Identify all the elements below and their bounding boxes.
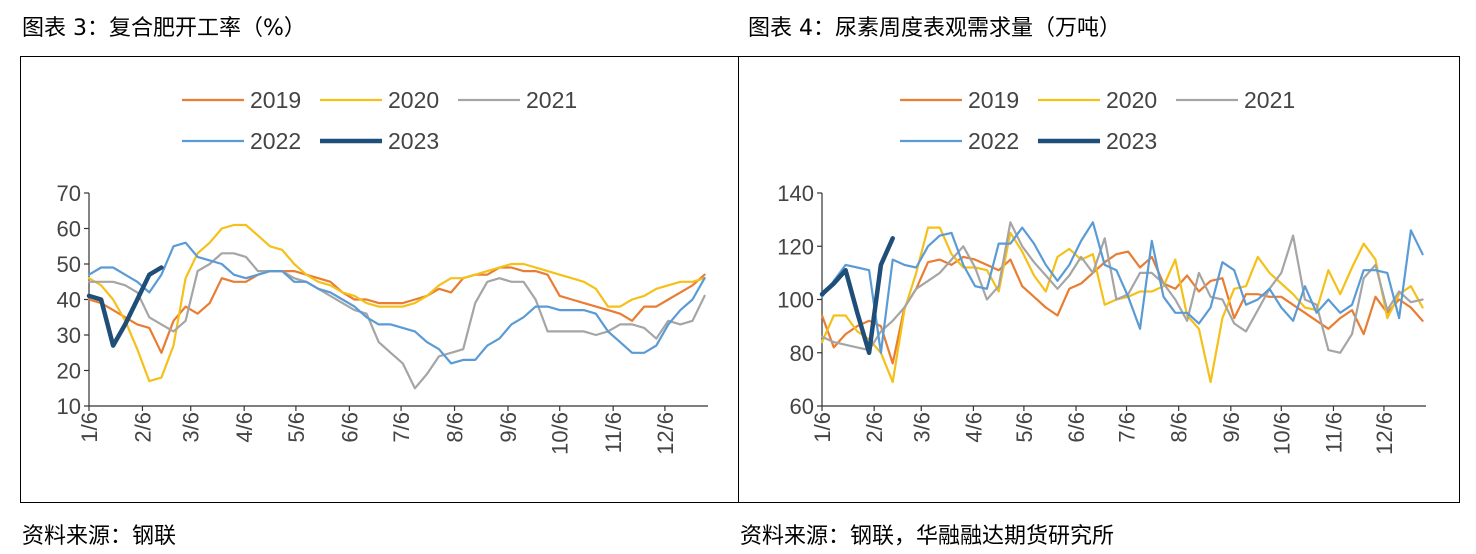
x-tick-label: 7/6 <box>1115 412 1140 443</box>
y-tick-label: 70 <box>57 181 81 206</box>
chart-3-title: 图表 3：复合肥开工率（%） <box>22 16 306 41</box>
x-tick-label: 10/6 <box>1269 412 1294 455</box>
x-tick-label: 2/6 <box>130 412 155 443</box>
series-line-2023 <box>819 236 895 356</box>
series-line-2019 <box>87 266 706 354</box>
x-tick-label: 8/6 <box>443 412 468 443</box>
series-line-2021 <box>820 221 1424 354</box>
y-tick-label: 60 <box>57 217 81 242</box>
series-line-2019 <box>820 250 1424 365</box>
legend-label-2020: 2020 <box>1106 87 1157 113</box>
x-tick-label: 7/6 <box>389 412 414 443</box>
x-tick-label: 8/6 <box>1167 412 1192 443</box>
x-tick-label: 12/6 <box>653 412 678 455</box>
x-tick-label: 2/6 <box>862 412 887 443</box>
series-line-2021 <box>87 252 706 390</box>
y-tick-label: 100 <box>777 288 814 313</box>
chart-4-title: 图表 4：尿素周度表观需求量（万吨） <box>748 16 1121 41</box>
legend-label-2021: 2021 <box>1244 87 1295 113</box>
x-tick-label: 4/6 <box>961 412 986 443</box>
legend-label-2019: 2019 <box>250 87 301 113</box>
y-tick-label: 80 <box>790 341 814 366</box>
x-tick-label: 5/6 <box>284 412 309 443</box>
chart-4-source: 资料来源：钢联，华融融达期货研究所 <box>740 524 1115 549</box>
y-tick-label: 120 <box>777 234 814 259</box>
series-line-2020 <box>87 223 706 383</box>
x-tick-label: 1/6 <box>77 412 102 443</box>
chart-4-urea-weekly-apparent-demand: 2019 2020 2021 2022 2023 60 80 100 120 140 1/6 2/6 3… <box>777 87 1426 455</box>
x-tick-label: 6/6 <box>1064 412 1089 443</box>
y-tick-label: 40 <box>57 288 81 313</box>
series-line-2020 <box>820 226 1424 384</box>
y-tick-label: 50 <box>57 252 81 277</box>
legend-label-2023: 2023 <box>388 128 439 154</box>
x-tick-label: 11/6 <box>601 412 626 453</box>
x-tick-label: 9/6 <box>1219 412 1244 443</box>
x-tick-label: 11/6 <box>1321 412 1346 453</box>
chart-3-source: 资料来源：钢联 <box>22 524 177 549</box>
legend-label-2019: 2019 <box>968 87 1019 113</box>
x-tick-label: 10/6 <box>548 412 573 455</box>
legend-label-2022: 2022 <box>250 128 301 154</box>
chart-3-compound-fertilizer-operating-rate: 2019 2020 2021 2022 2023 10 20 30 40 50 60 70 1/6 2/6… <box>57 87 708 455</box>
x-tick-label: 9/6 <box>496 412 521 443</box>
x-tick-label: 12/6 <box>1372 412 1397 455</box>
x-tick-label: 3/6 <box>179 412 204 443</box>
charts-divider <box>738 56 739 503</box>
charts-frame <box>20 56 1460 503</box>
x-tick-label: 1/6 <box>810 412 835 443</box>
legend-label-2020: 2020 <box>388 87 439 113</box>
legend-label-2022: 2022 <box>968 128 1019 154</box>
legend-label-2021: 2021 <box>526 87 577 113</box>
series-line-2023 <box>86 265 164 348</box>
y-tick-label: 60 <box>790 394 814 419</box>
y-tick-label: 140 <box>777 181 814 206</box>
y-tick-label: 20 <box>57 359 81 384</box>
x-tick-label: 4/6 <box>232 412 257 443</box>
series-line-2022 <box>87 241 706 365</box>
y-tick-label: 30 <box>57 323 81 348</box>
x-tick-label: 3/6 <box>909 412 934 443</box>
x-tick-label: 6/6 <box>337 412 362 443</box>
y-tick-label: 10 <box>57 394 81 419</box>
legend-label-2023: 2023 <box>1106 128 1157 154</box>
series-line-2022 <box>820 221 1424 354</box>
x-tick-label: 5/6 <box>1012 412 1037 443</box>
